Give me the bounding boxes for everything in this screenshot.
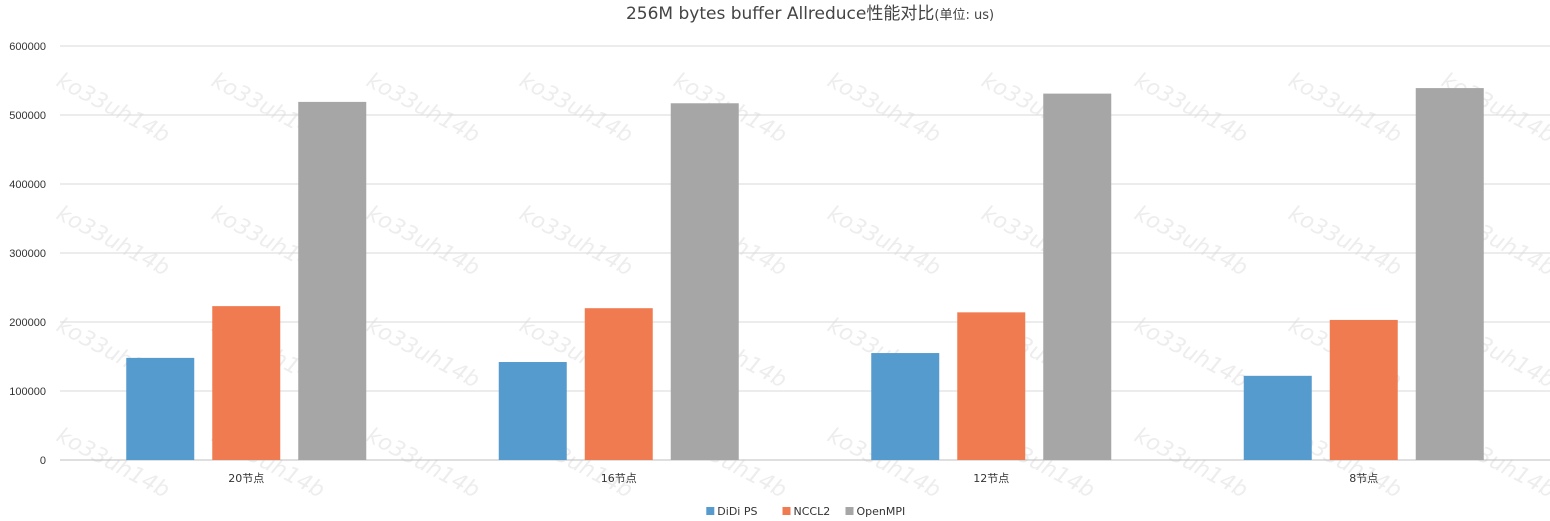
- bar-openmpi: [298, 101, 367, 460]
- legend-label: OpenMPI: [857, 505, 906, 518]
- bar-nccl2: [212, 306, 281, 460]
- watermark-text: ko33uh14b: [362, 201, 483, 281]
- watermark-text: ko33uh14b: [362, 68, 483, 148]
- watermark-text: ko33uh14b: [52, 68, 173, 148]
- chart-title: 256M bytes buffer Allreduce性能对比(单位: us): [626, 4, 994, 24]
- y-tick-label: 300000: [9, 248, 46, 260]
- legend-swatch: [706, 507, 715, 515]
- chart-title-main: 256M bytes buffer Allreduce性能对比: [626, 4, 934, 24]
- watermark-text: ko33uh14b: [1130, 68, 1251, 148]
- bar-didi-ps: [1243, 375, 1312, 460]
- watermark-text: ko33uh14b: [1130, 201, 1251, 281]
- x-axis-categories: 20节点 16节点 12节点 8节点: [228, 472, 1378, 485]
- x-category-label: 16节点: [601, 472, 637, 485]
- watermark-text: ko33uh14b: [362, 423, 483, 503]
- watermark-text: ko33uh14b: [52, 201, 173, 281]
- bar-nccl2: [1329, 319, 1398, 460]
- watermark-text: ko33uh14b: [515, 68, 636, 148]
- legend-label: DiDi PS: [717, 505, 757, 518]
- watermark-text: ko33uh14b: [362, 313, 483, 393]
- watermark-text: ko33uh14b: [1130, 423, 1251, 503]
- legend: DiDi PS NCCL2 OpenMPI: [706, 505, 905, 518]
- watermark-text: ko33uh14b: [515, 201, 636, 281]
- y-tick-label: 500000: [9, 110, 46, 122]
- x-category-label: 12节点: [973, 472, 1009, 485]
- y-tick-label: 200000: [9, 317, 46, 329]
- legend-swatch: [845, 507, 854, 515]
- bar-nccl2: [584, 308, 653, 460]
- y-tick-label: 400000: [9, 179, 46, 191]
- legend-label: NCCL2: [794, 505, 831, 518]
- bar-openmpi: [1043, 93, 1112, 461]
- bar-didi-ps: [126, 357, 195, 460]
- chart-title-unit: (单位: us): [934, 8, 994, 23]
- y-axis-ticks: 0 100000 200000 300000 400000 500000 600000: [9, 41, 46, 467]
- x-category-label: 8节点: [1349, 472, 1378, 485]
- legend-swatch: [782, 507, 791, 515]
- watermark-text: ko33uh14b: [823, 201, 944, 281]
- y-tick-label: 100000: [9, 386, 46, 398]
- y-tick-label: 600000: [9, 41, 46, 53]
- bar-openmpi: [1415, 88, 1484, 460]
- watermark-text: ko33uh14b: [1130, 313, 1251, 393]
- bar-didi-ps: [871, 353, 940, 460]
- bar-nccl2: [957, 312, 1026, 460]
- bar-didi-ps: [498, 362, 567, 460]
- watermark-text: ko33uh14b: [1284, 201, 1405, 281]
- watermark-text: ko33uh14b: [1284, 68, 1405, 148]
- watermark-text: ko33uh14b: [823, 68, 944, 148]
- y-tick-label: 0: [40, 455, 46, 467]
- bars: [126, 88, 1484, 461]
- bar-openmpi: [670, 103, 739, 461]
- x-category-label: 20节点: [228, 472, 264, 485]
